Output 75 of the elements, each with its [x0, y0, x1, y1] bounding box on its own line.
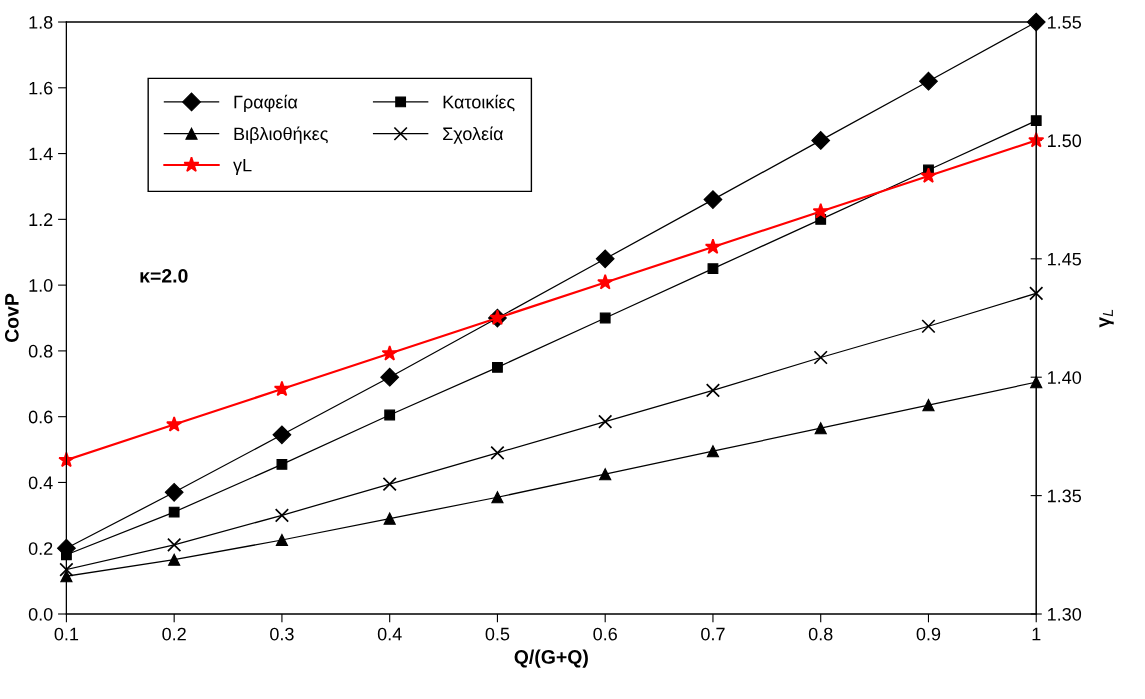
- point: [921, 319, 936, 334]
- x-tick-label: 0.3: [270, 627, 294, 641]
- y-tick-label: 0.0: [28, 607, 53, 621]
- point: [813, 350, 828, 365]
- point: [706, 445, 720, 458]
- point: [595, 249, 615, 269]
- point: [384, 409, 396, 421]
- point: [168, 506, 180, 518]
- point: [274, 508, 290, 523]
- x-tick-label: 0.1: [54, 627, 79, 641]
- point: [383, 512, 396, 525]
- y-axis-title: CovP: [4, 293, 19, 343]
- point: [707, 263, 719, 275]
- point: [380, 367, 400, 387]
- y2-tick-label: 1.50: [1048, 134, 1082, 148]
- point: [704, 238, 722, 254]
- legend-label: Γραφεία: [234, 94, 298, 113]
- point: [168, 553, 181, 566]
- y2-tick-label: 1.45: [1048, 252, 1082, 266]
- point: [166, 416, 183, 432]
- point: [814, 422, 827, 435]
- point: [599, 312, 611, 324]
- y-tick-label: 1.0: [29, 279, 53, 292]
- y-tick-label: 0.8: [28, 344, 53, 358]
- point: [597, 274, 614, 290]
- point: [1029, 286, 1044, 301]
- point: [1028, 131, 1045, 148]
- point: [919, 71, 938, 91]
- point: [1030, 115, 1042, 127]
- point: [164, 482, 184, 502]
- point: [598, 414, 613, 429]
- point: [490, 445, 505, 460]
- y-tick-label: 0.2: [28, 542, 53, 555]
- y2-tick-label: 1.30: [1048, 607, 1082, 621]
- legend-label: Βιβλιοθήκες: [234, 126, 328, 144]
- y-tick-label: 1.8: [29, 15, 53, 29]
- point: [59, 562, 74, 577]
- y2-tick-label: 1.40: [1048, 371, 1082, 384]
- x-tick-label: 0.9: [916, 627, 941, 641]
- point: [276, 458, 288, 470]
- point: [599, 468, 612, 481]
- x-tick-label: 0.4: [377, 627, 402, 641]
- y-tick-label: 1.6: [29, 81, 53, 95]
- point: [273, 380, 291, 397]
- point: [812, 202, 829, 219]
- x-tick-label: 0.6: [593, 627, 617, 641]
- point: [811, 131, 831, 150]
- point: [275, 533, 289, 547]
- x-tick-label: 0.7: [701, 627, 725, 641]
- point: [492, 361, 503, 373]
- legend-label: Κατοικίες: [443, 94, 515, 112]
- point: [705, 383, 721, 398]
- y-tick-label: 0.6: [28, 410, 53, 424]
- point: [920, 167, 937, 183]
- point: [167, 537, 182, 553]
- x-tick-label: 1: [1032, 627, 1041, 641]
- legend-label: γL: [233, 158, 252, 176]
- y2-axis-title: γ$_{L}$: [1099, 309, 1114, 328]
- point: [272, 425, 292, 445]
- point: [382, 477, 397, 492]
- point: [491, 491, 504, 504]
- point: [922, 399, 935, 412]
- annotation: κ=2.0: [140, 268, 188, 283]
- legend-label: Σχολεία: [443, 126, 504, 144]
- y-tick-label: 1.2: [29, 213, 53, 226]
- x-tick-label: 0.2: [162, 627, 186, 641]
- y2-tick-label: 1.55: [1048, 16, 1082, 29]
- x-axis-title: Q/(G+Q): [514, 649, 588, 668]
- point: [703, 190, 723, 210]
- x-tick-label: 0.8: [808, 627, 833, 641]
- y-tick-label: 1.4: [29, 147, 53, 161]
- y2-tick-label: 1.35: [1048, 489, 1082, 503]
- x-tick-label: 0.5: [485, 627, 510, 641]
- y-tick-label: 0.4: [28, 476, 53, 490]
- point: [381, 345, 398, 361]
